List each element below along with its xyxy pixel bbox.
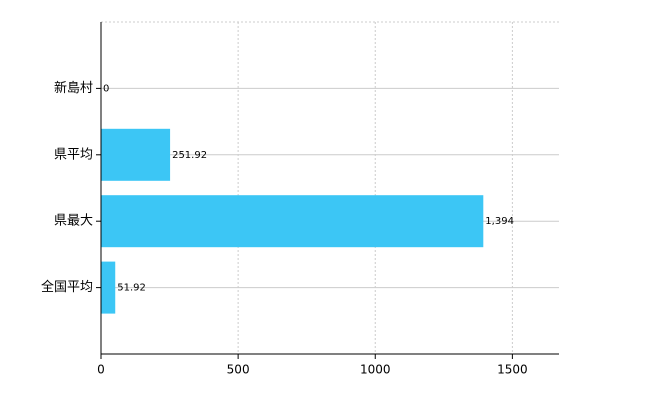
bar [101,261,116,314]
value-label: 1,394 [485,216,514,227]
value-label: 251.92 [172,150,207,161]
value-label: 51.92 [117,283,146,294]
y-tick-label: 県最大 [54,214,93,229]
value-label: 0 [103,83,109,94]
bar [101,195,484,248]
y-tick-label: 全国平均 [41,279,93,295]
bar [101,128,171,181]
x-tick-label: 1500 [497,363,528,377]
x-tick-label: 500 [227,363,250,377]
y-tick-label: 県平均 [54,147,93,162]
x-tick-label: 1000 [360,363,391,377]
y-tick-label: 新島村 [54,80,93,96]
x-tick-label: 0 [97,363,105,377]
